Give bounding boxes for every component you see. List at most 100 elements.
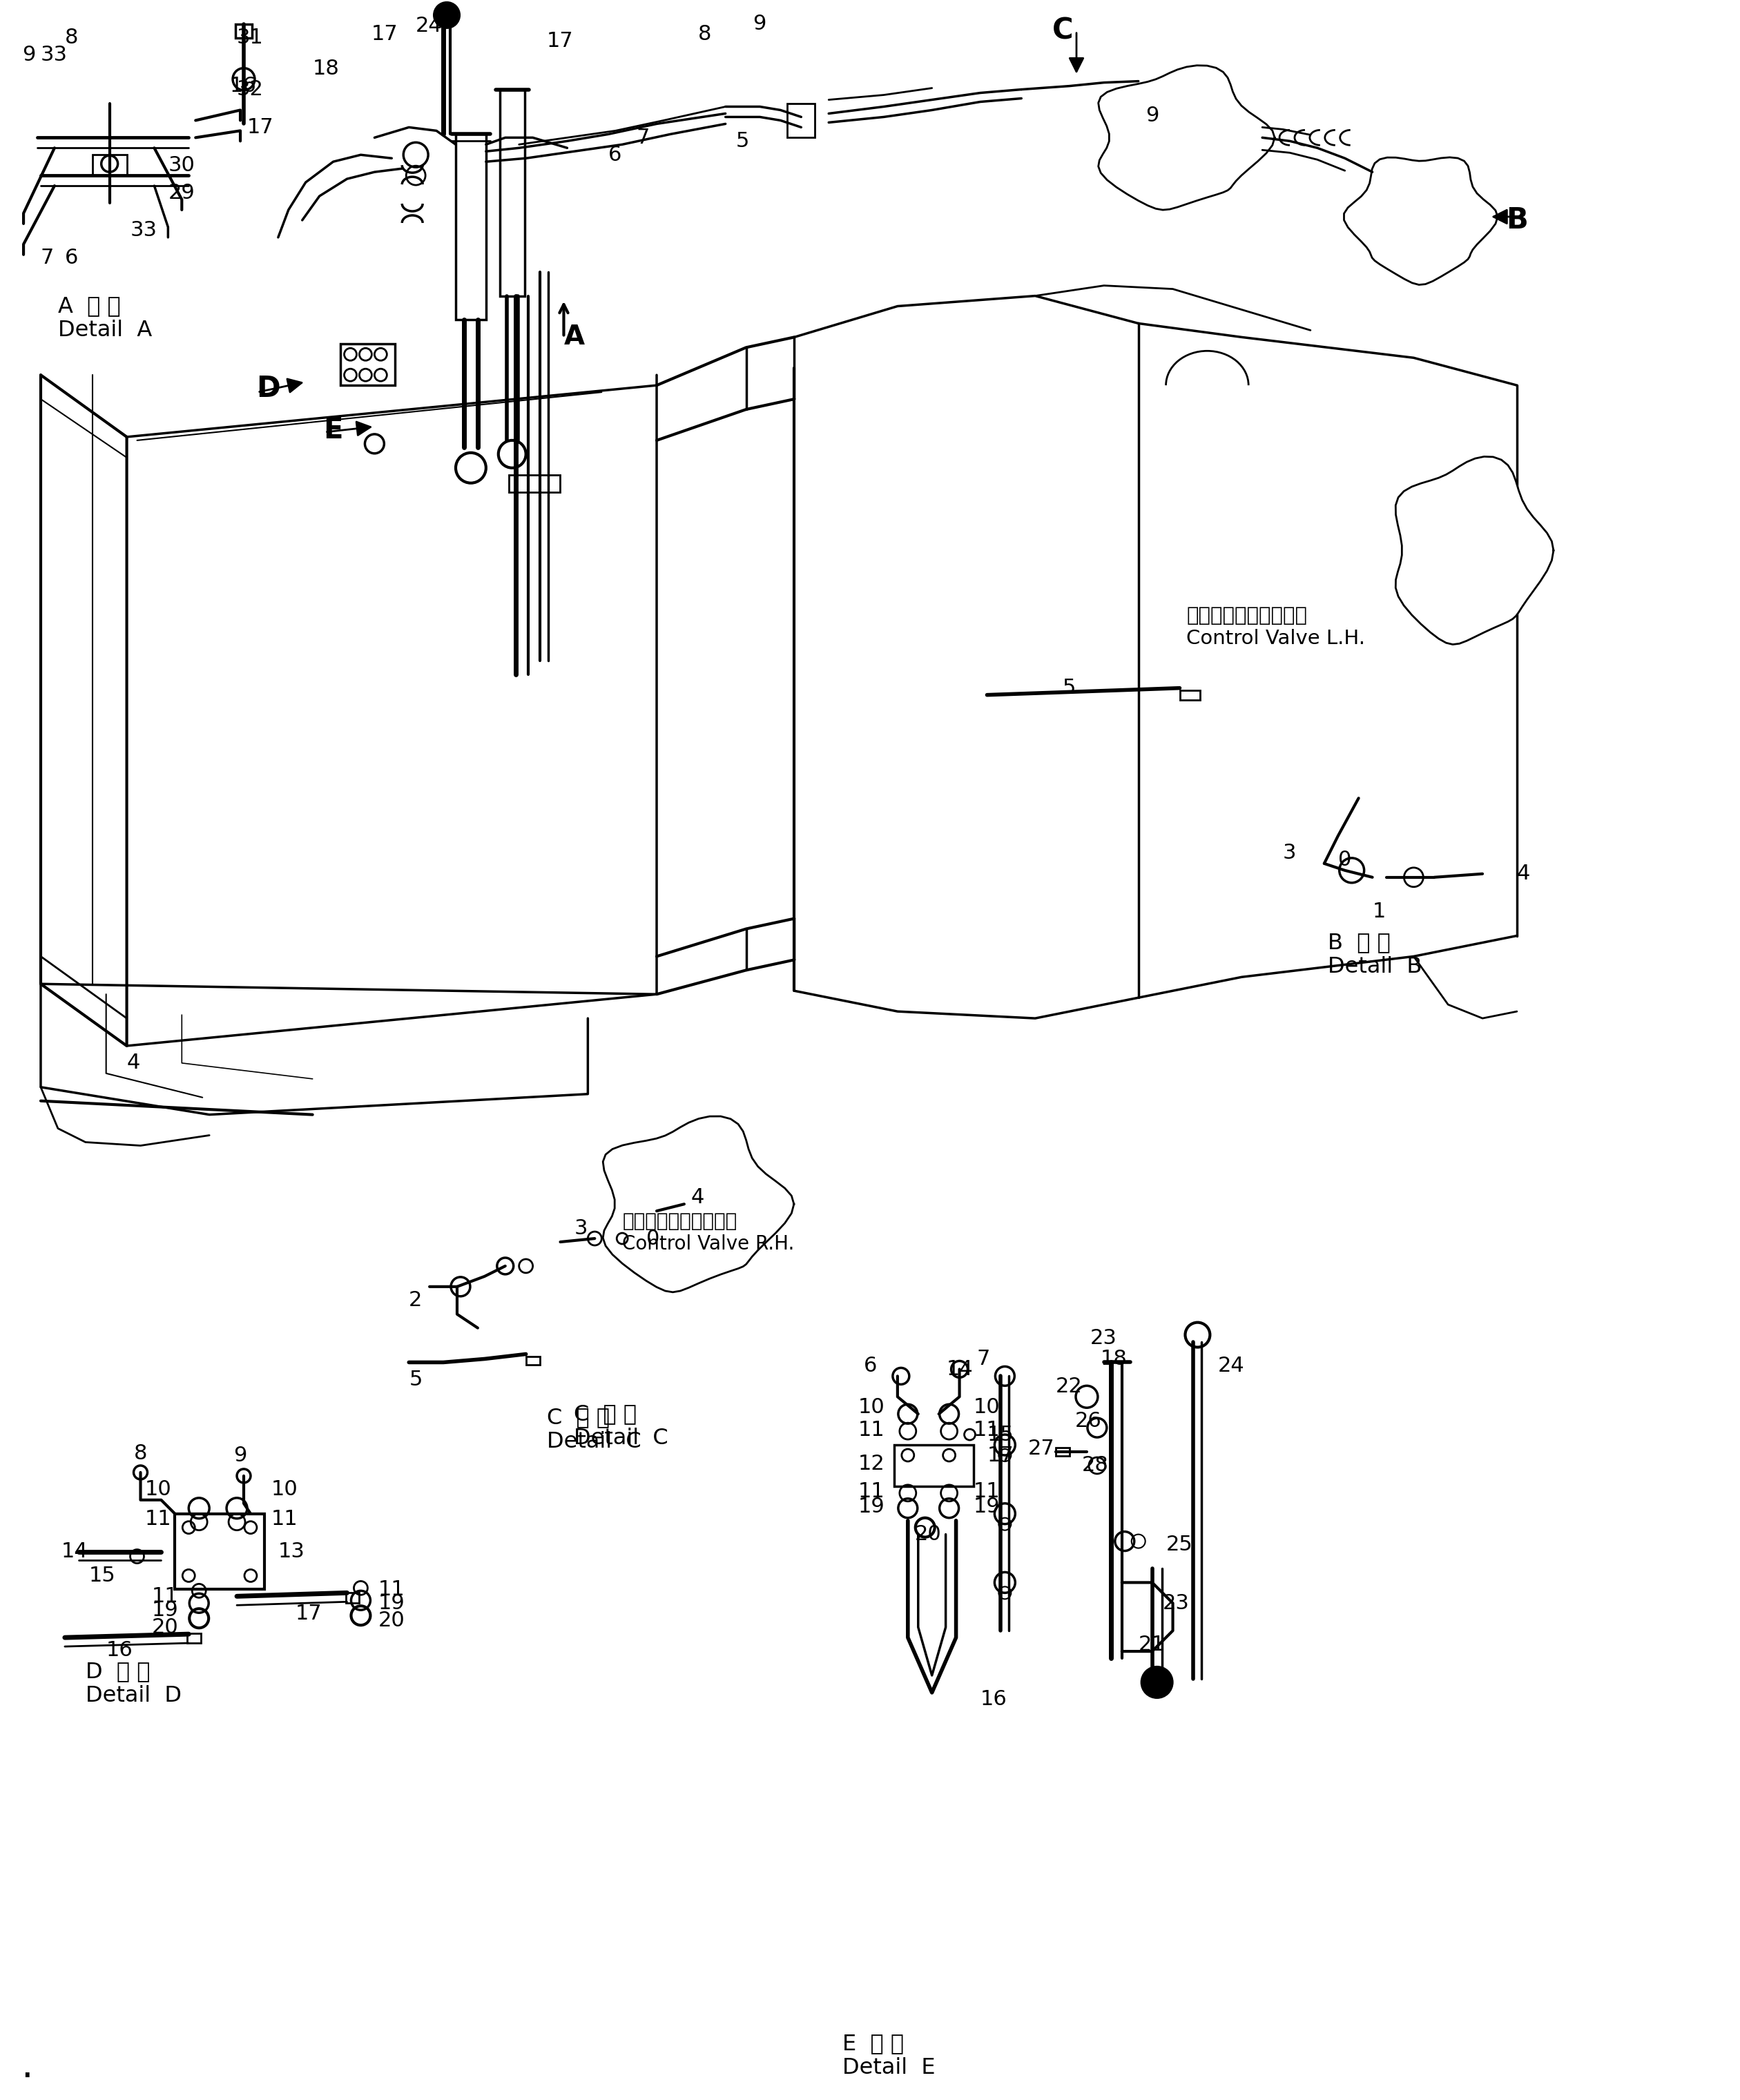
Text: 18: 18 xyxy=(1100,1348,1128,1369)
Text: 5: 5 xyxy=(1063,678,1075,697)
Bar xyxy=(1180,691,1201,699)
Text: 16: 16 xyxy=(230,76,258,97)
Text: Detail  E: Detail E xyxy=(842,2056,936,2079)
Text: 7: 7 xyxy=(40,248,54,269)
Text: Detail  C: Detail C xyxy=(546,1430,640,1453)
Bar xyxy=(525,1357,539,1365)
Text: 11: 11 xyxy=(378,1579,405,1600)
Text: 23: 23 xyxy=(1162,1594,1190,1613)
Text: 19: 19 xyxy=(151,1600,179,1619)
Text: 6: 6 xyxy=(64,248,78,269)
Bar xyxy=(176,1514,264,1590)
Text: 7: 7 xyxy=(637,128,649,147)
Text: 8: 8 xyxy=(64,27,78,48)
Text: 3: 3 xyxy=(574,1218,588,1239)
Text: 31: 31 xyxy=(237,27,264,48)
Polygon shape xyxy=(1395,456,1554,645)
Text: 12: 12 xyxy=(858,1453,886,1474)
Text: 11: 11 xyxy=(858,1420,886,1441)
Text: 20: 20 xyxy=(915,1525,941,1543)
Circle shape xyxy=(435,2,459,27)
Text: 0: 0 xyxy=(1338,850,1352,869)
Text: 6: 6 xyxy=(863,1357,877,1376)
Text: 17: 17 xyxy=(546,31,572,50)
Text: 29: 29 xyxy=(169,183,195,204)
Text: B: B xyxy=(1505,206,1528,235)
Text: 19: 19 xyxy=(378,1594,405,1613)
Text: 11: 11 xyxy=(151,1586,179,1606)
Bar xyxy=(894,1445,973,1487)
Text: 14: 14 xyxy=(61,1541,89,1562)
Text: D  詳 細: D 詳 細 xyxy=(85,1661,150,1682)
Text: 8: 8 xyxy=(134,1443,148,1464)
Text: 28: 28 xyxy=(1082,1455,1108,1476)
Text: 19: 19 xyxy=(858,1497,886,1516)
Text: 27: 27 xyxy=(1028,1438,1054,1457)
Polygon shape xyxy=(1343,158,1498,286)
Text: C: C xyxy=(1053,17,1074,46)
Text: B  詳 細: B 詳 細 xyxy=(1328,932,1390,953)
Text: 15: 15 xyxy=(987,1424,1014,1445)
Text: 4: 4 xyxy=(691,1186,705,1207)
Bar xyxy=(788,103,814,139)
Circle shape xyxy=(1141,1667,1173,1697)
Text: 16: 16 xyxy=(980,1690,1007,1709)
Text: Detail  D: Detail D xyxy=(85,1686,181,1707)
Text: 33: 33 xyxy=(40,44,68,65)
Text: E  詳 細: E 詳 細 xyxy=(842,2033,905,2054)
Text: 17: 17 xyxy=(247,118,273,136)
Text: 20: 20 xyxy=(151,1617,179,1638)
Text: 24: 24 xyxy=(416,17,442,36)
Text: 11: 11 xyxy=(144,1510,172,1529)
Text: D: D xyxy=(256,374,280,403)
Text: 5: 5 xyxy=(736,130,750,151)
Text: 11: 11 xyxy=(271,1510,298,1529)
Bar xyxy=(339,344,395,384)
Text: 22: 22 xyxy=(1056,1376,1082,1396)
Text: 9: 9 xyxy=(23,44,35,65)
Text: Control Valve R.H.: Control Valve R.H. xyxy=(623,1235,795,1254)
Bar xyxy=(499,90,524,296)
Text: A  詳 細: A 詳 細 xyxy=(57,296,120,317)
Text: Detail  B: Detail B xyxy=(1328,956,1422,977)
Text: 30: 30 xyxy=(169,155,195,174)
Text: 8: 8 xyxy=(698,25,712,44)
Text: 10: 10 xyxy=(271,1480,298,1499)
Text: 6: 6 xyxy=(609,145,621,164)
Text: A: A xyxy=(564,323,585,351)
Text: ·: · xyxy=(21,2060,33,2096)
Text: コントロールバルブ右: コントロールバルブ右 xyxy=(623,1212,738,1231)
Text: 11: 11 xyxy=(973,1483,1000,1502)
Text: 1: 1 xyxy=(1373,901,1385,922)
Text: C  詳 細: C 詳 細 xyxy=(546,1407,609,1428)
Text: 24: 24 xyxy=(1218,1357,1244,1376)
Text: 16: 16 xyxy=(106,1640,132,1659)
Text: コントロールバルブ左: コントロールバルブ左 xyxy=(1187,607,1307,626)
Text: Detail  C: Detail C xyxy=(574,1428,668,1449)
Bar xyxy=(508,475,560,491)
Text: 21: 21 xyxy=(1138,1634,1166,1655)
Text: 25: 25 xyxy=(1166,1535,1192,1554)
Text: 10: 10 xyxy=(858,1396,886,1417)
Text: C  詳 細: C 詳 細 xyxy=(574,1403,637,1424)
Text: 33: 33 xyxy=(130,220,157,241)
Text: 32: 32 xyxy=(237,80,264,99)
Text: 11: 11 xyxy=(858,1483,886,1502)
Text: 17: 17 xyxy=(296,1604,322,1623)
Bar xyxy=(1056,1447,1070,1455)
Bar xyxy=(235,23,252,38)
Text: 4: 4 xyxy=(127,1052,141,1073)
Text: 9: 9 xyxy=(753,15,766,34)
Text: Control Valve L.H.: Control Valve L.H. xyxy=(1187,628,1366,649)
Bar xyxy=(456,134,485,319)
Text: 17: 17 xyxy=(987,1445,1014,1466)
Text: 14: 14 xyxy=(947,1359,973,1380)
Text: 13: 13 xyxy=(278,1541,304,1562)
Text: 5: 5 xyxy=(409,1369,423,1390)
Text: 3: 3 xyxy=(1282,844,1296,863)
Text: Detail  A: Detail A xyxy=(57,319,151,340)
Bar xyxy=(346,1592,360,1602)
Polygon shape xyxy=(604,1117,793,1292)
Text: 9: 9 xyxy=(233,1445,247,1466)
Text: 4: 4 xyxy=(1517,863,1529,884)
